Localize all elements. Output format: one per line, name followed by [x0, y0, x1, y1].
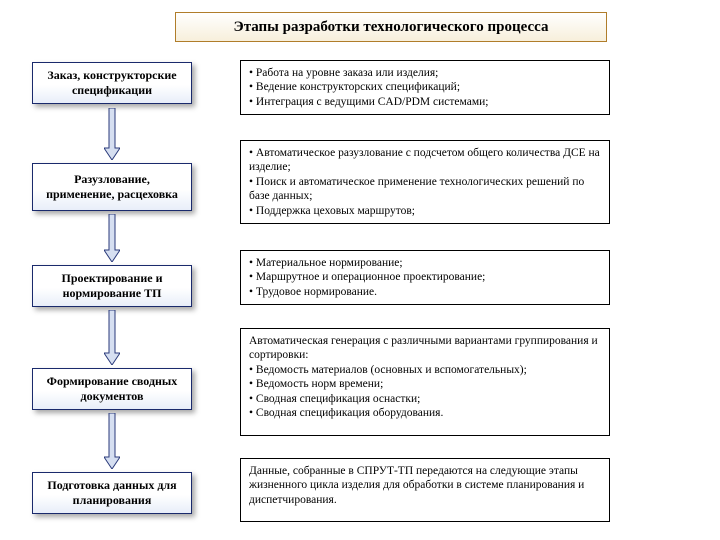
stage-label: Подготовка данных для планирования: [39, 478, 185, 508]
stage-desc-3: • Материальное нормирование; • Маршрутно…: [240, 250, 610, 305]
stage-box-2: Разузлование, применение, расцеховка: [32, 163, 192, 211]
stage-box-1: Заказ, конструкторские спецификации: [32, 62, 192, 104]
stage-label: Разузлование, применение, расцеховка: [39, 172, 185, 202]
stage-label: Проектирование и нормирование ТП: [39, 271, 185, 301]
stage-label: Формирование сводных документов: [39, 374, 185, 404]
stage-box-3: Проектирование и нормирование ТП: [32, 265, 192, 307]
flow-arrow-1: [104, 108, 120, 160]
stage-desc-4: Автоматическая генерация с различными ва…: [240, 328, 610, 436]
stage-box-5: Подготовка данных для планирования: [32, 472, 192, 514]
stage-desc-5: Данные, собранные в СПРУТ-ТП передаются …: [240, 458, 610, 522]
stage-box-4: Формирование сводных документов: [32, 368, 192, 410]
flow-arrow-3: [104, 310, 120, 365]
flow-arrow-4: [104, 413, 120, 469]
stage-desc-1: • Работа на уровне заказа или изделия; •…: [240, 60, 610, 115]
stage-label: Заказ, конструкторские спецификации: [39, 68, 185, 98]
page-title: Этапы разработки технологического процес…: [175, 12, 607, 42]
flow-arrow-2: [104, 214, 120, 262]
stage-desc-2: • Автоматическое разузлование с подсчето…: [240, 140, 610, 224]
